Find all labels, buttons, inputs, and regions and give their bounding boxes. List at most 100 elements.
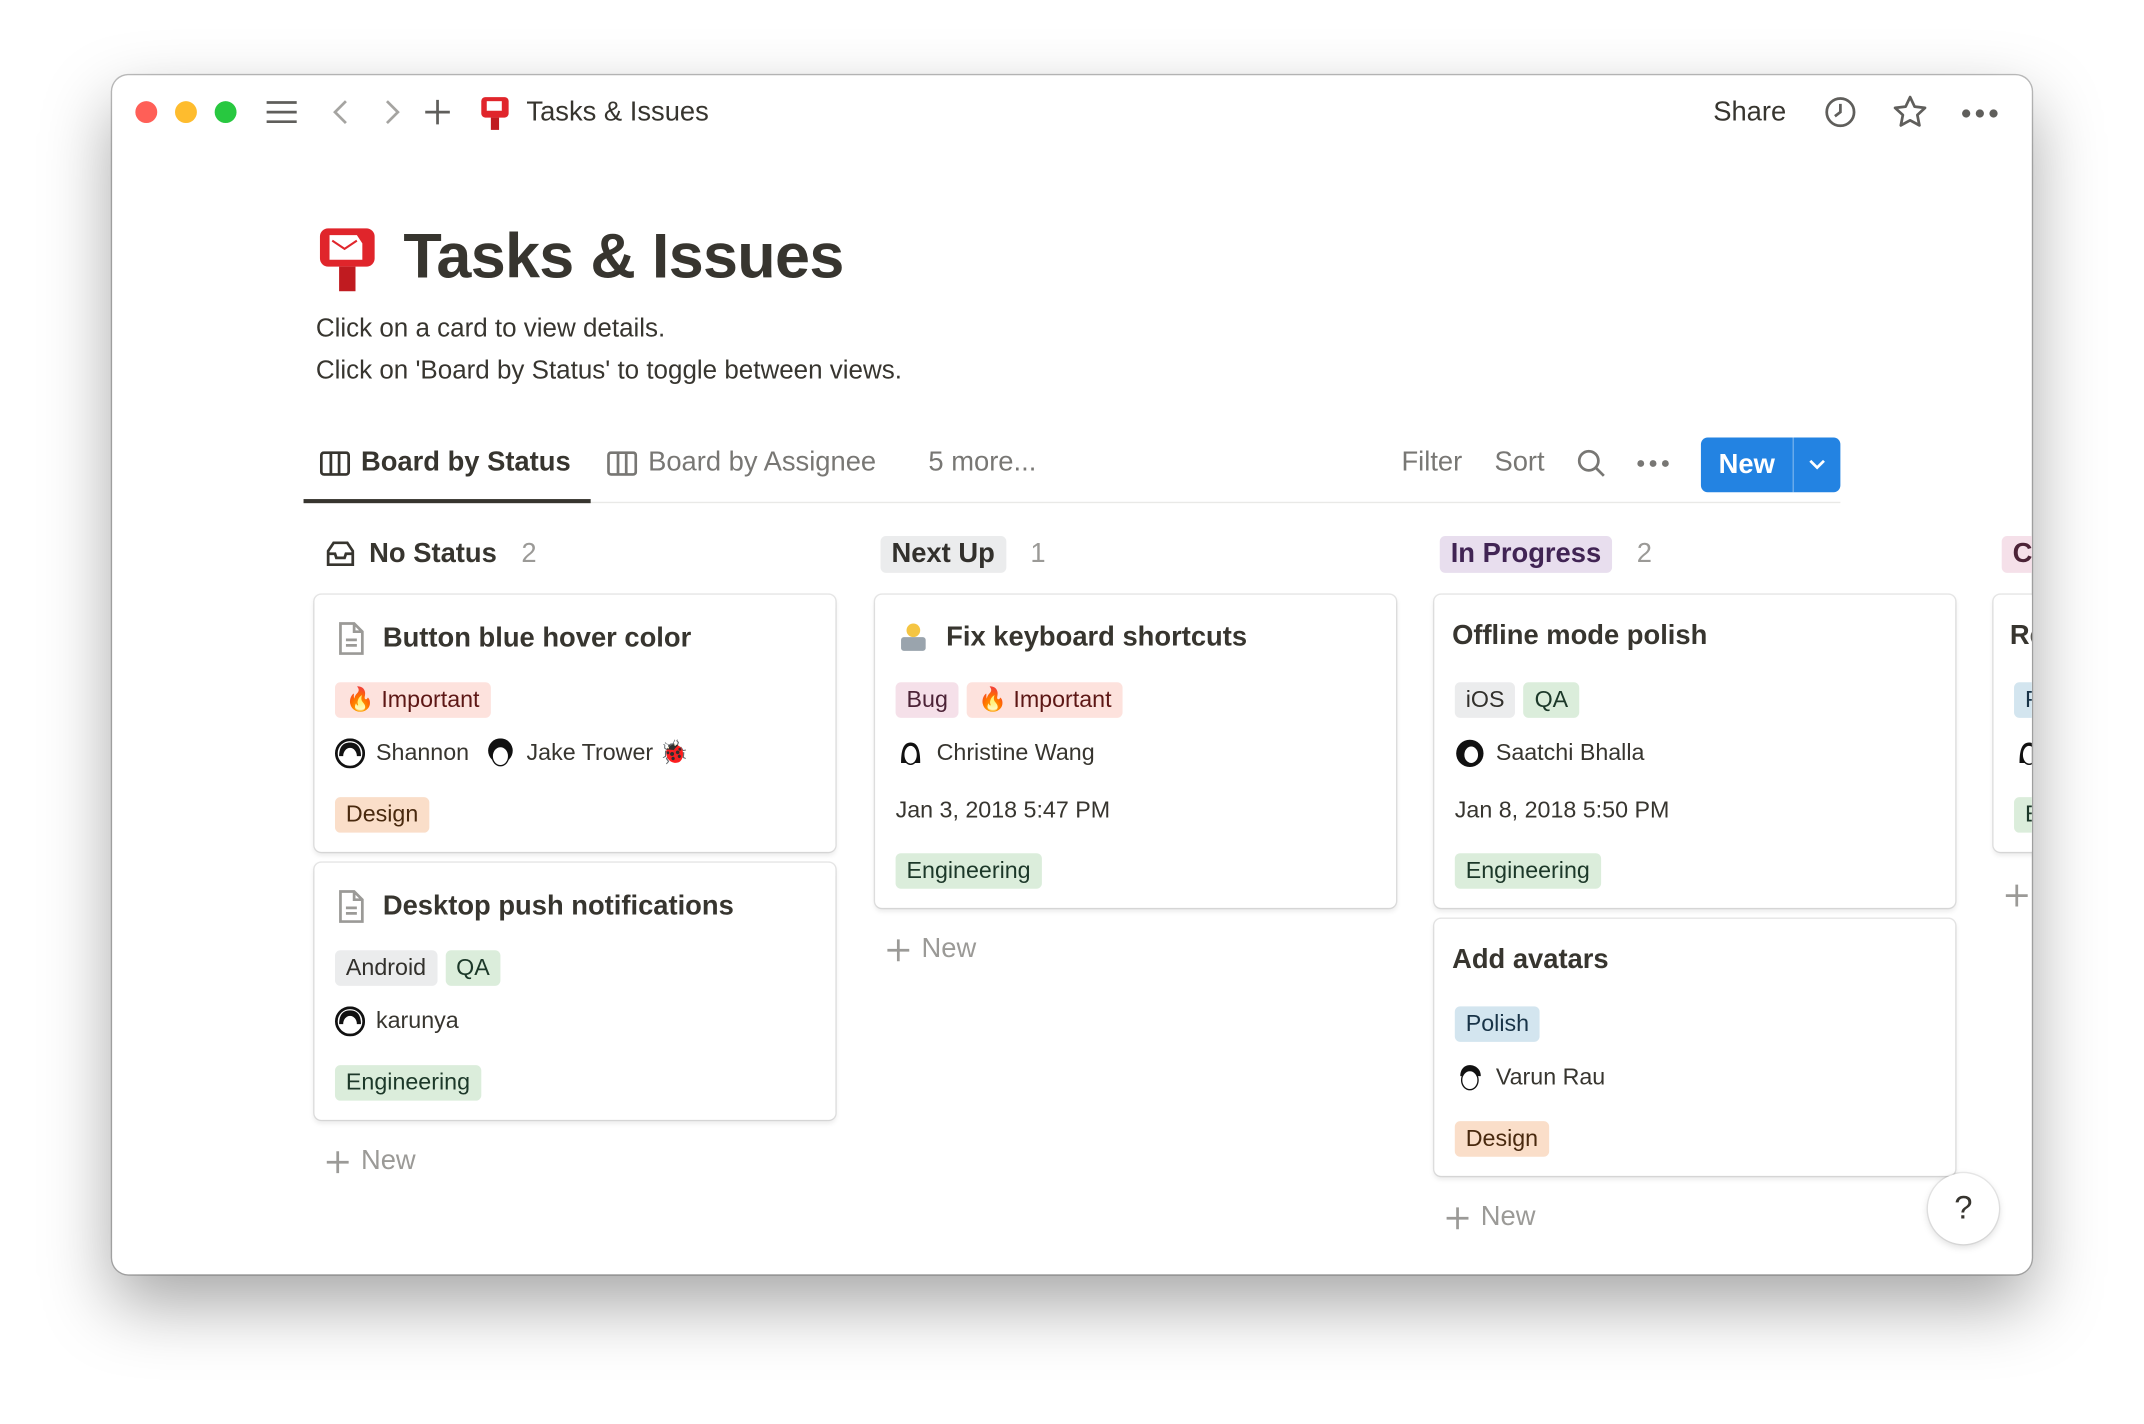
avatar xyxy=(1456,739,1484,768)
assignee: Christine Wang xyxy=(896,738,1095,768)
tag: QA xyxy=(445,950,501,986)
page-mailbox-icon xyxy=(317,226,377,297)
inbox-icon xyxy=(326,541,355,567)
tab-board-by-status[interactable]: Board by Status xyxy=(319,447,571,478)
column-header: In Progress 2 xyxy=(1439,533,1955,574)
minimize-window-button[interactable] xyxy=(175,101,197,124)
filter-button[interactable]: Filter xyxy=(1401,447,1463,478)
maximize-window-button[interactable] xyxy=(214,101,237,124)
card[interactable]: Button blue hover color 🔥 Important Shan… xyxy=(314,594,836,852)
column-count: 2 xyxy=(521,538,537,569)
more-views-button[interactable]: 5 more... xyxy=(928,447,1037,478)
column-partial: C Re P E xyxy=(1993,533,2032,907)
avatar xyxy=(901,742,921,766)
add-card-button[interactable]: New xyxy=(1445,1202,1535,1233)
tag: Android xyxy=(334,950,438,986)
share-button[interactable]: Share xyxy=(1713,97,1787,128)
assignee: Saatchi Bhalla xyxy=(1455,738,1645,768)
new-page-icon[interactable] xyxy=(422,97,452,127)
tag: Polish xyxy=(1454,1006,1541,1042)
sidebar-menu-icon[interactable] xyxy=(264,94,300,130)
forward-icon[interactable] xyxy=(379,96,406,129)
more-options-icon[interactable] xyxy=(1961,100,1999,127)
page-description-line: Click on 'Board by Status' to toggle bet… xyxy=(315,356,902,386)
column-header: No Status 2 xyxy=(325,533,835,574)
assignee: Varun Rau xyxy=(1455,1062,1605,1092)
card-title: Add avatars xyxy=(1452,944,1609,975)
search-icon[interactable] xyxy=(1576,448,1606,478)
assignee-name: Varun Rau xyxy=(1495,1063,1606,1090)
column-title: Next Up xyxy=(880,535,1006,573)
page-description-line: Click on a card to view details. xyxy=(315,314,666,344)
view-options-icon[interactable] xyxy=(1637,458,1670,469)
favorite-star-icon[interactable] xyxy=(1892,94,1928,130)
history-clock-icon[interactable] xyxy=(1824,96,1857,129)
sort-button[interactable]: Sort xyxy=(1494,447,1545,478)
column-header: C xyxy=(2001,533,2032,574)
avatar xyxy=(334,1006,366,1037)
due-date: Jan 8, 2018 5:50 PM xyxy=(1454,797,1670,824)
card[interactable]: Fix keyboard shortcuts Bug 🔥 Important Ch… xyxy=(875,594,1397,908)
assignee-name: Saatchi Bhalla xyxy=(1495,739,1645,766)
tab-label: Board by Assignee xyxy=(648,447,877,478)
avatar xyxy=(1460,1065,1481,1091)
team-tag: E xyxy=(2014,797,2032,833)
add-card-button[interactable]: New xyxy=(886,934,976,965)
page-icon xyxy=(339,890,364,923)
card[interactable]: Desktop push notifications Android QA kar… xyxy=(314,862,836,1120)
team-tag: Engineering xyxy=(1454,853,1601,889)
add-card-label: New xyxy=(1480,1201,1536,1232)
mailbox-icon xyxy=(480,96,510,132)
avatar xyxy=(2019,742,2032,766)
window-title: Tasks & Issues xyxy=(526,97,709,128)
add-card-label: New xyxy=(360,1145,416,1176)
assignee-name: karunya xyxy=(376,1007,459,1034)
tag: 🔥 Important xyxy=(967,682,1123,718)
team-tag: Design xyxy=(334,797,430,833)
add-card-button[interactable] xyxy=(2004,883,2029,908)
card[interactable]: Re P E xyxy=(1993,594,2032,852)
technologist-emoji-icon xyxy=(901,623,926,651)
avatar xyxy=(334,738,366,769)
plus-icon xyxy=(887,938,910,961)
card[interactable]: Add avatars Polish Varun Rau Design xyxy=(1434,918,1956,1176)
new-button[interactable]: New xyxy=(1700,437,1841,493)
column-title: In Progress xyxy=(1439,535,1613,573)
team-tag: Engineering xyxy=(334,1065,481,1101)
page-title: Tasks & Issues xyxy=(403,220,844,292)
tab-label: Board by Status xyxy=(360,447,571,478)
close-window-button[interactable] xyxy=(135,101,158,124)
tab-board-by-assignee[interactable]: Board by Assignee xyxy=(607,447,876,478)
column-count: 1 xyxy=(1030,538,1046,569)
card-title: Offline mode polish xyxy=(1452,620,1708,651)
due-date: Jan 3, 2018 5:47 PM xyxy=(895,797,1111,824)
active-tab-underline xyxy=(303,499,591,504)
tag: P xyxy=(2014,682,2032,718)
assignee-name: Christine Wang xyxy=(936,739,1095,766)
assignee: Shannon xyxy=(334,738,469,769)
team-tag: Design xyxy=(1454,1121,1550,1157)
plus-icon xyxy=(326,1150,349,1173)
column-header: Next Up 1 xyxy=(880,533,1396,574)
assignee: Jake Trower 🐞 xyxy=(485,738,689,768)
chevron-down-icon[interactable] xyxy=(1794,458,1840,472)
add-card-button[interactable]: New xyxy=(325,1145,416,1177)
app-window: Tasks & Issues Share Tasks & Issues Clic… xyxy=(112,75,2032,1275)
avatar xyxy=(488,738,513,767)
back-icon[interactable] xyxy=(327,96,354,129)
column-count: 2 xyxy=(1636,538,1652,569)
column-title: C xyxy=(2001,535,2032,573)
card-title: Re xyxy=(2009,620,2032,651)
card[interactable]: Offline mode polish iOS QA Saatchi Bhalla… xyxy=(1434,594,1956,908)
card-title: Desktop push notifications xyxy=(382,890,734,921)
assignee: karunya xyxy=(334,1006,459,1037)
tag: 🔥 Important xyxy=(334,682,491,718)
team-tag: Engineering xyxy=(895,853,1042,889)
add-card-label: New xyxy=(921,933,977,964)
tag: QA xyxy=(1523,682,1580,718)
column-in-progress: In Progress 2 Offline mode polish iOS QA S… xyxy=(1434,533,1956,1232)
board-icon xyxy=(607,450,638,476)
new-button-label: New xyxy=(1718,449,1775,480)
page-icon xyxy=(339,622,364,655)
help-button[interactable]: ? xyxy=(1927,1173,1999,1245)
